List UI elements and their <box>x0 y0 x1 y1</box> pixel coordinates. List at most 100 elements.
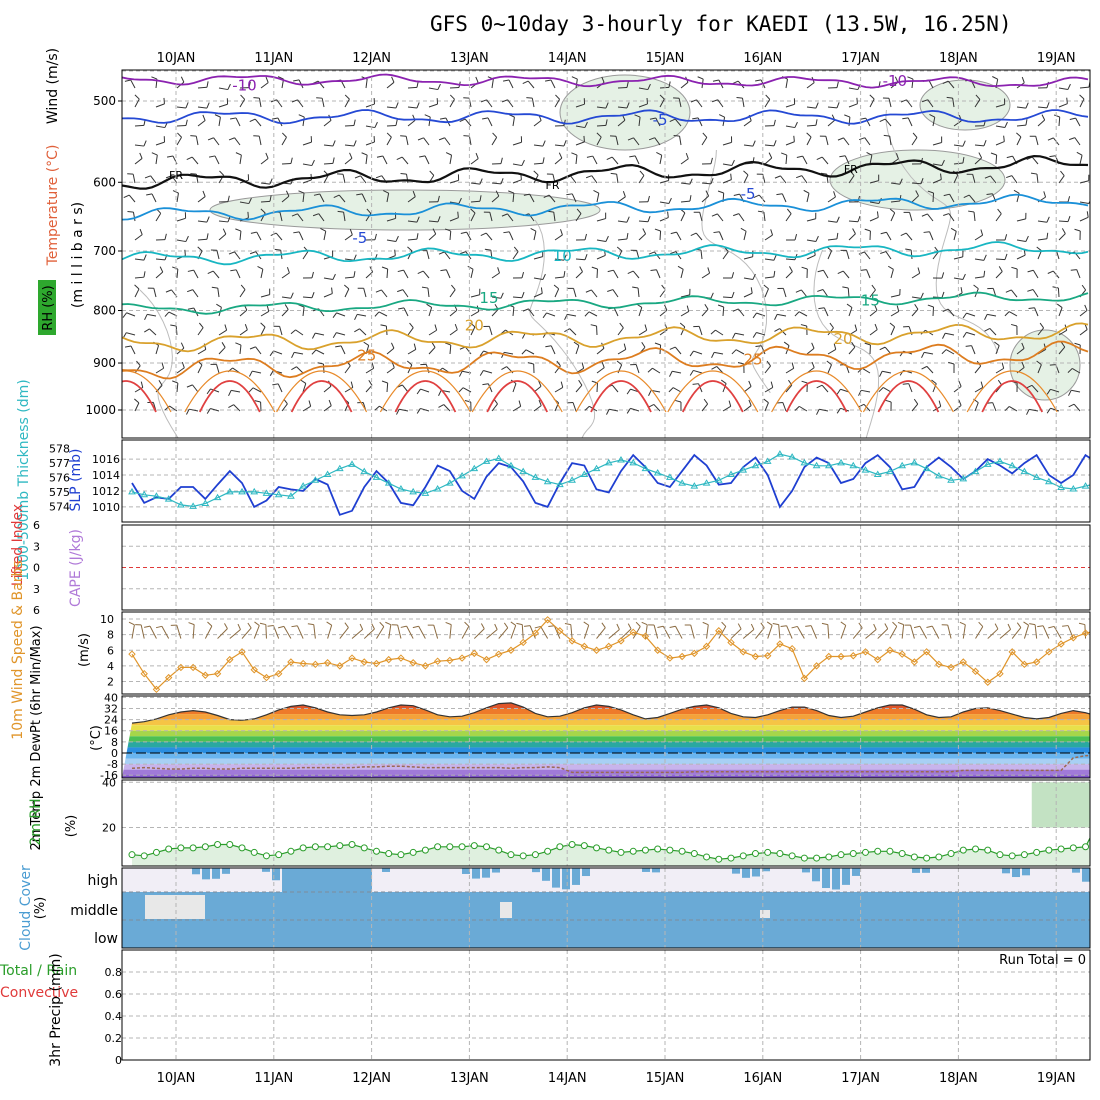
wind-barb <box>420 407 430 412</box>
wind-barb <box>722 296 733 299</box>
rh-marker <box>446 843 454 851</box>
wind-barb <box>690 232 697 237</box>
wind-barb <box>948 361 955 365</box>
wind-barb <box>126 332 136 336</box>
thickness-marker <box>262 489 271 496</box>
isotherm-28 <box>276 370 368 413</box>
wind-barb <box>241 627 252 639</box>
wind-barb <box>573 288 577 298</box>
wind-barb <box>827 196 836 203</box>
cloud-high-bar <box>552 868 560 888</box>
wind-barb <box>192 624 195 639</box>
wind-barb <box>155 258 166 261</box>
wind-barb <box>617 327 624 336</box>
wind-barb <box>1049 155 1056 158</box>
wind-barb <box>756 331 766 336</box>
wind-barb <box>865 629 877 639</box>
wind-tick-label: 8 <box>107 629 114 642</box>
cloud-gap <box>145 895 205 919</box>
wind-speed-marker <box>164 673 173 682</box>
wind-barb <box>962 312 967 319</box>
wind-barb <box>449 179 459 184</box>
date-label: 18JAN <box>939 51 978 66</box>
rh-marker <box>275 851 283 859</box>
wind-barb <box>383 190 389 194</box>
wind-barb <box>416 216 420 223</box>
wind-barb <box>361 193 367 203</box>
date-label: 10JAN <box>157 51 196 66</box>
wind-barb <box>407 196 416 203</box>
wind-barb <box>363 341 369 346</box>
wind-barb <box>659 94 665 100</box>
wind-barb <box>638 103 648 108</box>
wind-barb <box>248 387 254 393</box>
wind-barb <box>1027 289 1034 292</box>
thickness-marker <box>763 457 772 464</box>
wind-barb <box>984 327 991 332</box>
thickness-marker <box>433 485 442 492</box>
rh-marker <box>617 848 625 856</box>
wind-barb <box>669 118 676 123</box>
wind-barb <box>638 307 643 317</box>
wind-barb <box>844 114 851 118</box>
wind-barb <box>672 387 682 393</box>
wind-barb <box>444 251 451 260</box>
wind-barb <box>585 289 592 293</box>
wind-barb <box>176 382 179 393</box>
wind-barb <box>958 380 962 387</box>
wind-barb <box>1010 323 1018 327</box>
wind-barb <box>634 155 640 165</box>
wind-speed-marker <box>971 667 980 676</box>
wind-barb <box>1004 311 1010 317</box>
wind-barb <box>291 213 298 217</box>
wind-barb <box>1016 622 1022 628</box>
wind-barb <box>176 136 182 146</box>
wind-barb <box>464 621 470 627</box>
wind-barb <box>492 132 498 138</box>
thickness-marker <box>543 477 552 485</box>
wind-barb <box>470 208 476 214</box>
wind-barb <box>617 106 628 109</box>
rh-marker <box>788 852 796 860</box>
wind-barb <box>1058 220 1069 223</box>
rh-marker <box>874 847 882 855</box>
thickness-marker <box>861 466 870 473</box>
wind-barb <box>207 270 214 275</box>
cloud-high-bar <box>802 868 810 873</box>
wind-barb <box>773 254 777 261</box>
wind-barb <box>391 76 395 83</box>
cloud-high-bar <box>202 868 210 880</box>
wind-barb <box>836 102 840 109</box>
wind-barb <box>501 366 507 370</box>
wind-barb <box>344 234 353 241</box>
wind-barb <box>927 190 934 194</box>
wind-barb <box>1023 621 1029 626</box>
pressure-tick-label: 900 <box>93 356 116 370</box>
thickness-marker <box>971 467 980 475</box>
wind-barb <box>202 190 206 197</box>
wind-barb <box>1068 390 1072 396</box>
wind-barb <box>711 213 718 217</box>
wind-barb <box>827 119 836 127</box>
wind-barb <box>980 381 984 388</box>
wind-speed-marker <box>152 685 161 694</box>
wind-barb <box>344 94 350 100</box>
wind-barb <box>353 119 356 126</box>
thickness-marker <box>274 490 283 498</box>
wind-barb <box>248 370 253 377</box>
temp-band <box>122 725 1090 731</box>
wind-barb <box>639 170 645 176</box>
wind-barb <box>617 220 627 223</box>
wind-barb <box>533 120 542 127</box>
wind-barb <box>149 625 157 639</box>
wind-barb <box>265 152 269 159</box>
wind-barb <box>1086 211 1089 218</box>
wind-barb <box>291 366 297 371</box>
thickness-axis-label: 1000-500mb Thickness (dm) <box>16 379 32 580</box>
wind-barb <box>239 230 242 241</box>
wind-barb <box>258 136 262 146</box>
wind-barb <box>575 141 585 146</box>
wind-barb <box>417 270 424 275</box>
wind-barb <box>294 351 304 355</box>
wind-barb <box>540 287 543 294</box>
